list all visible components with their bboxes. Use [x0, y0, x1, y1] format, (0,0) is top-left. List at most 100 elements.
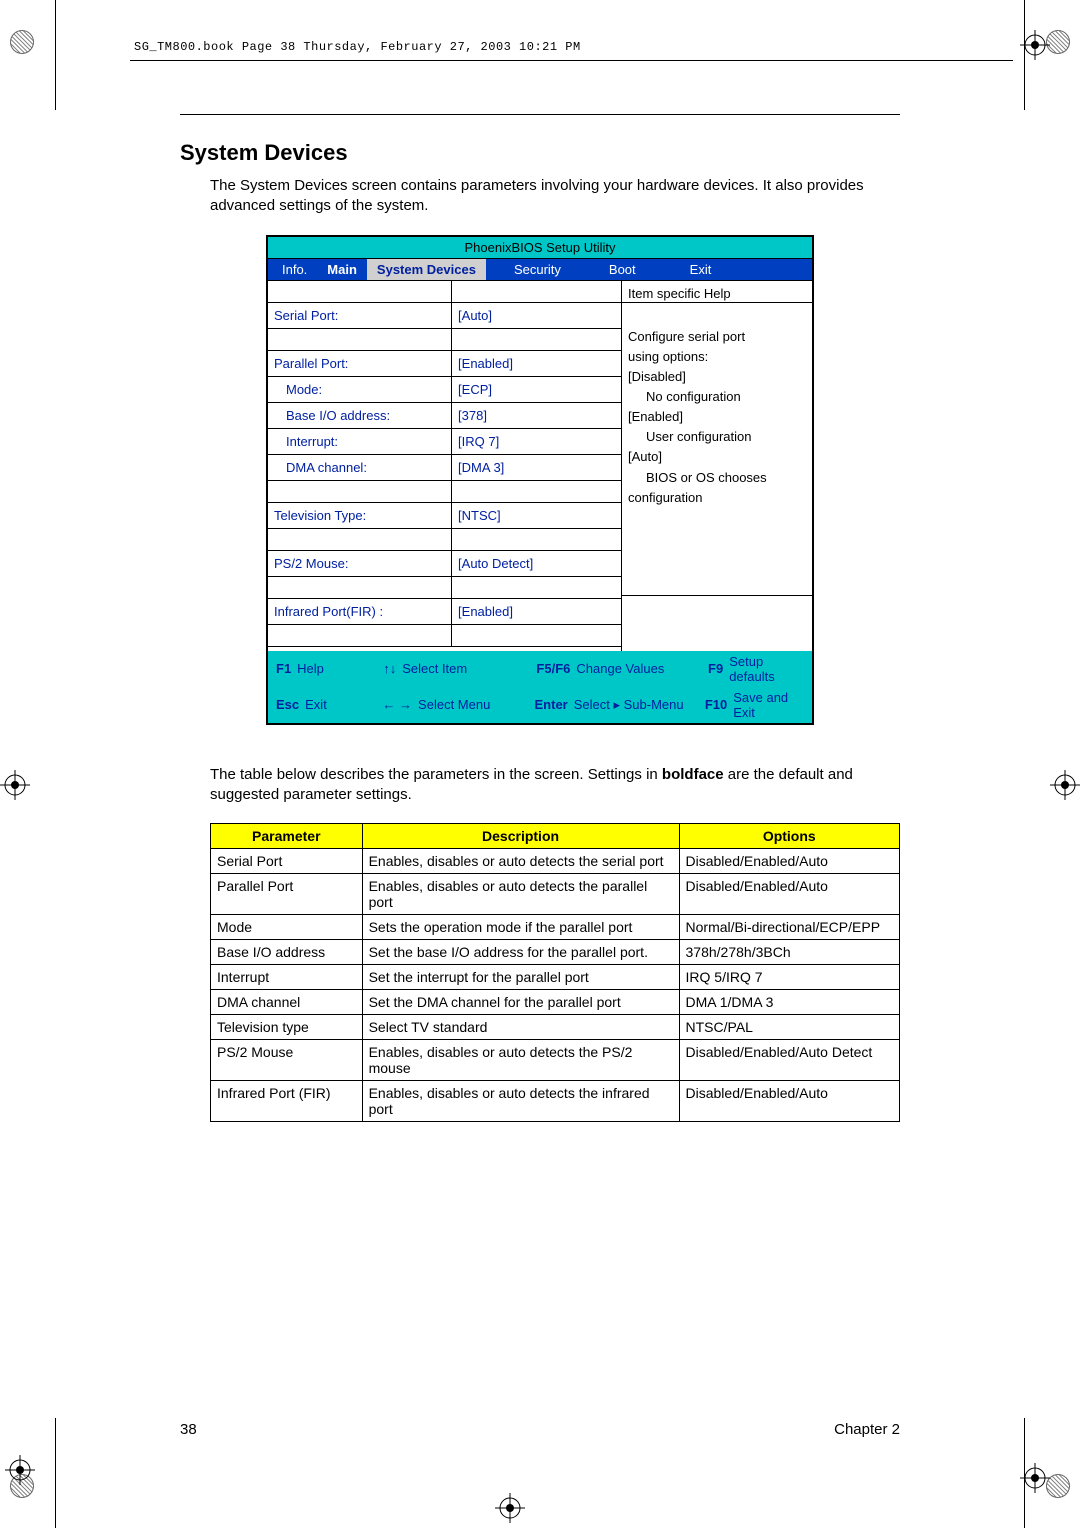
table-row: InterruptSet the interrupt for the paral…: [211, 965, 900, 990]
bios-setting-value: [452, 625, 621, 647]
param-cell: Disabled/Enabled/Auto: [679, 1081, 899, 1122]
bios-setting-label: [268, 481, 452, 503]
bios-help-header: Item specific Help: [622, 281, 812, 303]
param-cell: Set the base I/O address for the paralle…: [362, 940, 679, 965]
bios-setting-label: DMA channel:: [268, 455, 452, 481]
bios-help-pane: Item specific Help Configure serial port…: [622, 281, 812, 651]
bios-help-line: User configuration: [628, 427, 806, 447]
param-cell: Sets the operation mode if the parallel …: [362, 915, 679, 940]
bios-footer-label: Select Item: [402, 661, 467, 676]
bios-help-line: [Enabled]: [628, 407, 806, 427]
bios-help-line: Configure serial port: [628, 327, 806, 347]
bios-setting-label: [268, 329, 452, 351]
param-cell: Serial Port: [211, 849, 363, 874]
bios-setting-label: Parallel Port:: [268, 351, 452, 377]
param-cell: DMA channel: [211, 990, 363, 1015]
bios-footer-label: Help: [297, 661, 324, 676]
bios-setting-value[interactable]: [NTSC]: [452, 503, 621, 529]
chapter-label: Chapter 2: [834, 1421, 900, 1438]
bios-menu-item[interactable]: Main: [317, 259, 367, 280]
bios-setting-label: Base I/O address:: [268, 403, 452, 429]
bios-setting-label: [268, 577, 452, 599]
param-cell: Television type: [211, 1015, 363, 1040]
registration-mark-icon: [1050, 770, 1080, 800]
param-cell: Disabled/Enabled/Auto Detect: [679, 1040, 899, 1081]
param-header: Options: [679, 824, 899, 849]
bios-footer-label: Save and Exit: [733, 690, 804, 720]
param-cell: NTSC/PAL: [679, 1015, 899, 1040]
param-cell: Enables, disables or auto detects the pa…: [362, 874, 679, 915]
bios-footer-label: Setup defaults: [729, 654, 804, 684]
bios-menu-item[interactable]: Boot: [599, 259, 646, 280]
param-cell: Enables, disables or auto detects the in…: [362, 1081, 679, 1122]
bios-footer: F1Help↑↓Select ItemF5/F6Change ValuesF9S…: [268, 651, 812, 723]
bios-setting-value[interactable]: [Enabled]: [452, 599, 621, 625]
section-intro: The System Devices screen contains param…: [210, 176, 900, 217]
bios-footer-label: Select Menu: [418, 697, 490, 712]
bios-setting-label: Infrared Port(FIR) :: [268, 599, 452, 625]
bios-setting-label: [268, 529, 452, 551]
table-row: Base I/O addressSet the base I/O address…: [211, 940, 900, 965]
bios-setting-value: [452, 529, 621, 551]
header-rule: [130, 60, 1013, 61]
param-cell: Set the DMA channel for the parallel por…: [362, 990, 679, 1015]
bios-footer-key: F5/F6: [536, 661, 570, 676]
bios-setting-value[interactable]: [Auto Detect]: [452, 551, 621, 577]
bios-menu-item[interactable]: Info.: [268, 259, 317, 280]
crop-line: [55, 0, 56, 110]
param-cell: Base I/O address: [211, 940, 363, 965]
bios-menu-item[interactable]: Security: [504, 259, 571, 280]
param-header: Parameter: [211, 824, 363, 849]
bios-help-line: using options:: [628, 347, 806, 367]
bios-setting-label: Television Type:: [268, 503, 452, 529]
bios-setting-label: Mode:: [268, 377, 452, 403]
bios-setting-value: [452, 329, 621, 351]
bios-setting-value: [452, 281, 621, 303]
bios-setting-label: PS/2 Mouse:: [268, 551, 452, 577]
registration-mark-icon: [5, 1455, 35, 1485]
bios-setting-value[interactable]: [Enabled]: [452, 351, 621, 377]
bios-setting-value[interactable]: [ECP]: [452, 377, 621, 403]
bios-footer-label: Change Values: [576, 661, 664, 676]
page-number: 38: [180, 1421, 197, 1438]
bios-footer-key: F9: [708, 661, 723, 676]
param-cell: 378h/278h/3BCh: [679, 940, 899, 965]
param-cell: Select TV standard: [362, 1015, 679, 1040]
table-intro-before: The table below describes the parameters…: [210, 766, 662, 783]
bios-menu: Info.MainSystem Devices Security Boot Exit: [268, 259, 812, 281]
hatched-circle-icon: [10, 30, 34, 54]
table-row: ModeSets the operation mode if the paral…: [211, 915, 900, 940]
bios-setting-value: [452, 481, 621, 503]
bios-help-line: No configuration: [628, 387, 806, 407]
bios-setting-label: Serial Port:: [268, 303, 452, 329]
bios-setting-value[interactable]: [DMA 3]: [452, 455, 621, 481]
bios-footer-label: Exit: [305, 697, 327, 712]
param-header: Description: [362, 824, 679, 849]
table-intro: The table below describes the parameters…: [210, 765, 900, 806]
bios-setting-value[interactable]: [IRQ 7]: [452, 429, 621, 455]
param-cell: Set the interrupt for the parallel port: [362, 965, 679, 990]
bios-footer-key: F10: [705, 697, 727, 712]
bios-footer-key: Enter: [535, 697, 568, 712]
bios-setting-value[interactable]: [Auto]: [452, 303, 621, 329]
param-cell: Enables, disables or auto detects the PS…: [362, 1040, 679, 1081]
bios-menu-item[interactable]: Exit: [680, 259, 722, 280]
param-cell: PS/2 Mouse: [211, 1040, 363, 1081]
param-cell: Enables, disables or auto detects the se…: [362, 849, 679, 874]
bios-help-line: BIOS or OS chooses: [628, 468, 806, 488]
crop-line: [55, 1418, 56, 1528]
bios-setting-value: [452, 577, 621, 599]
arrow-icon: ← →: [382, 697, 412, 712]
bios-menu-item[interactable]: System Devices: [367, 259, 486, 280]
table-intro-bold: boldface: [662, 766, 724, 783]
param-cell: Disabled/Enabled/Auto: [679, 874, 899, 915]
bios-footer-key: F1: [276, 661, 291, 676]
bios-footer-label: Select ▸ Sub-Menu: [574, 697, 684, 713]
bios-setting-value[interactable]: [378]: [452, 403, 621, 429]
param-cell: Parallel Port: [211, 874, 363, 915]
param-cell: Interrupt: [211, 965, 363, 990]
bios-title: PhoenixBIOS Setup Utility: [268, 237, 812, 259]
crop-line: [1024, 1418, 1025, 1528]
param-cell: Disabled/Enabled/Auto: [679, 849, 899, 874]
param-cell: Normal/Bi-directional/ECP/EPP: [679, 915, 899, 940]
